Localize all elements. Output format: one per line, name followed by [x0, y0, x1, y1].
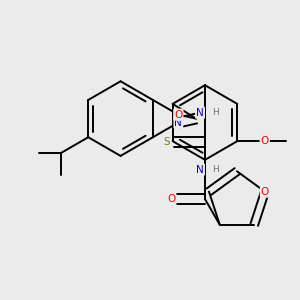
Text: H: H	[212, 108, 219, 117]
Text: N: N	[196, 165, 204, 175]
Text: H: H	[212, 165, 219, 174]
Text: O: O	[167, 194, 175, 204]
Text: O: O	[261, 136, 269, 146]
Text: S: S	[163, 137, 169, 147]
Text: N: N	[196, 108, 204, 118]
Text: N: N	[175, 118, 182, 128]
Text: O: O	[261, 187, 269, 197]
Text: O: O	[174, 110, 182, 120]
